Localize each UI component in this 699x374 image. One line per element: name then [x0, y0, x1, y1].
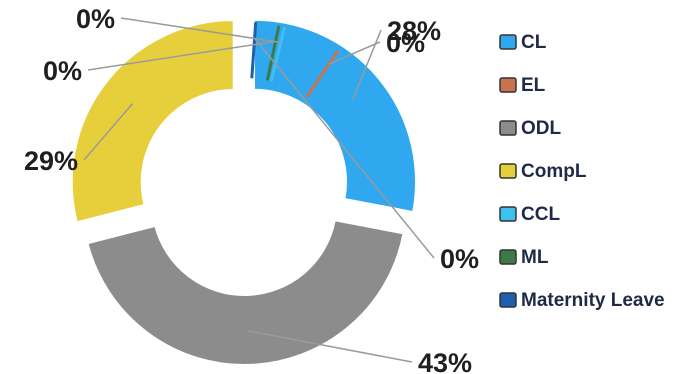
slice-compl [72, 20, 234, 222]
legend-swatch-el [500, 78, 516, 92]
label-maternity-leave: 0% [440, 244, 479, 274]
legend-swatch-cl [500, 35, 516, 49]
label-compl: 29% [24, 146, 78, 176]
legend-label-odl: ODL [521, 118, 562, 139]
legend-label-cl: CL [521, 32, 547, 53]
legend-swatch-compl [500, 164, 516, 178]
legend-swatch-maternity-leave [500, 293, 516, 307]
label-el: 0% [386, 28, 425, 58]
legend-label-maternity-leave: Maternity Leave [521, 290, 665, 311]
legend-label-compl: CompL [521, 161, 587, 182]
label-odl: 43% [418, 348, 472, 374]
label-ml: 0% [43, 56, 82, 86]
legend-label-ccl: CCL [521, 204, 560, 225]
legend-swatch-ml [500, 250, 516, 264]
legend-swatch-odl [500, 121, 516, 135]
legend-label-ml: ML [521, 247, 549, 268]
slice-odl [87, 220, 403, 365]
label-ccl: 0% [76, 4, 115, 34]
legend-label-el: EL [521, 75, 546, 96]
legend-swatch-ccl [500, 207, 516, 221]
legend: CL EL ODL CompL CCL ML Maternity Leave [500, 32, 665, 311]
